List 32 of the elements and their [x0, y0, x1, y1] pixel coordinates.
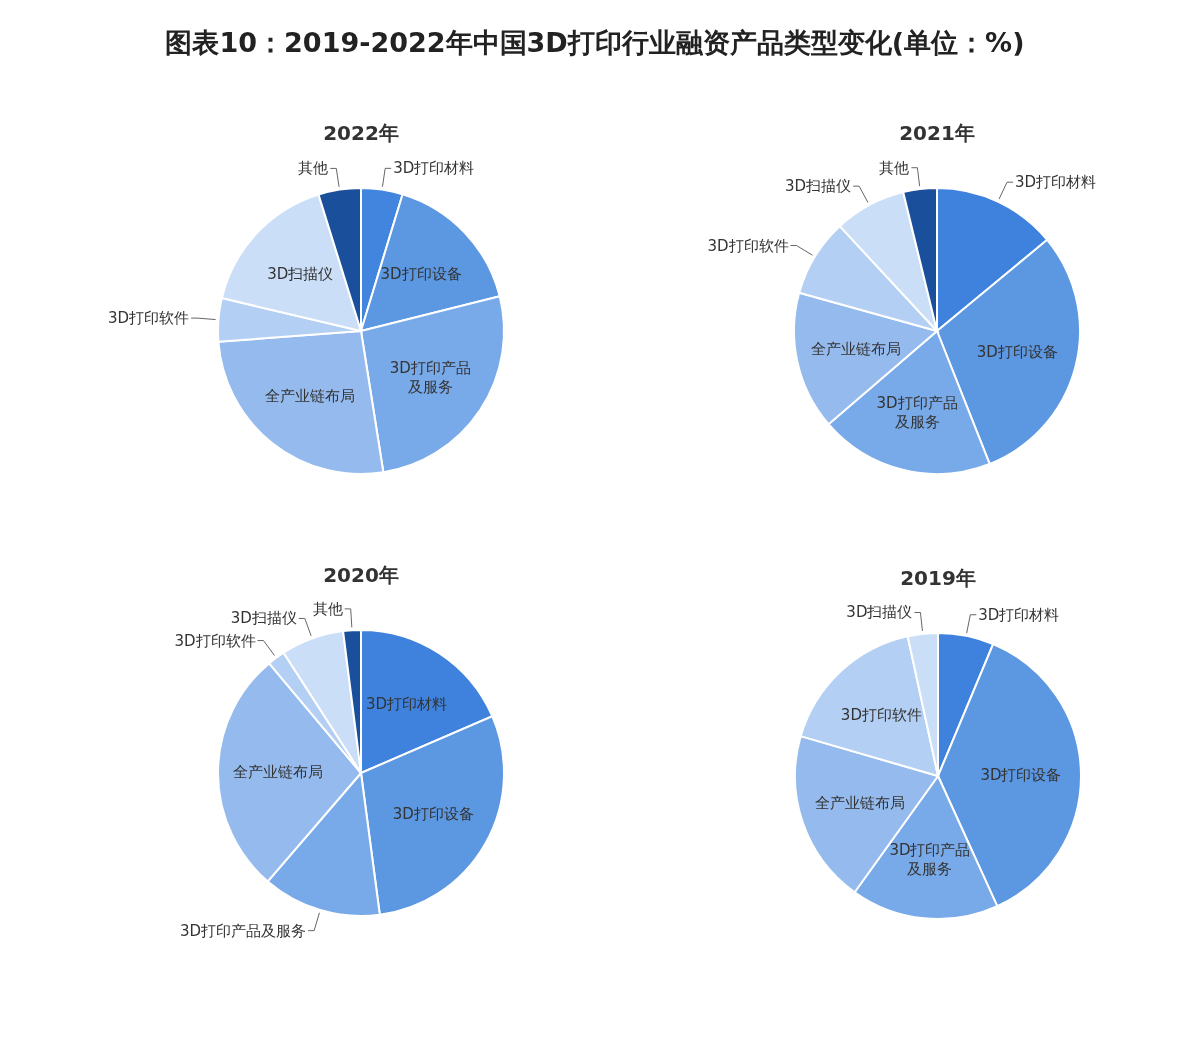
slice-label: 3D打印设备 — [380, 264, 462, 283]
slice-label: 3D打印软件 — [107, 309, 190, 328]
chart-title: 2020年 — [323, 563, 399, 587]
slice-label: 3D打印产品及服务 — [389, 358, 471, 396]
slice-label: 全产业链布局 — [233, 763, 324, 782]
slice-label: 3D打印材料 — [365, 694, 448, 713]
slice-label: 3D打印软件 — [840, 706, 922, 725]
slice-label: 全产业链布局 — [264, 387, 355, 406]
slice-label: 3D扫描仪 — [785, 177, 852, 196]
slice-label: 3D扫描仪 — [230, 609, 297, 628]
slice-label: 3D打印材料 — [393, 159, 475, 178]
slice-label: 3D打印产品及服务 — [889, 840, 971, 878]
slice-label: 3D扫描仪 — [846, 603, 913, 622]
slice-label: 3D打印软件 — [707, 236, 789, 255]
slice-label: 3D打印设备 — [976, 342, 1058, 361]
chart-title: 2022年 — [323, 121, 399, 145]
slice-label: 3D打印产品及服务 — [876, 393, 958, 431]
slice-label: 其他 — [312, 599, 343, 618]
slice-label: 3D扫描仪 — [267, 265, 334, 284]
chart-title: 2019年 — [900, 566, 976, 590]
slice-label: 3D打印材料 — [978, 605, 1060, 624]
slice-label: 3D打印设备 — [980, 765, 1062, 784]
slice-label: 全产业链布局 — [811, 340, 902, 359]
slice-label: 3D打印材料 — [1015, 173, 1097, 192]
slice-label: 3D打印产品及服务 — [180, 921, 307, 940]
slice-label: 3D打印软件 — [174, 631, 256, 650]
text: 图表10：2019-2022年中国3D打印行业融资产品类型变化(单位：%) — [165, 27, 1025, 58]
slice-label: 其他 — [298, 159, 329, 178]
slice-label: 全产业链布局 — [814, 794, 905, 813]
slice-label: 3D打印设备 — [392, 804, 474, 823]
slice-label: 其他 — [879, 158, 910, 177]
chart-title: 2021年 — [899, 121, 975, 145]
